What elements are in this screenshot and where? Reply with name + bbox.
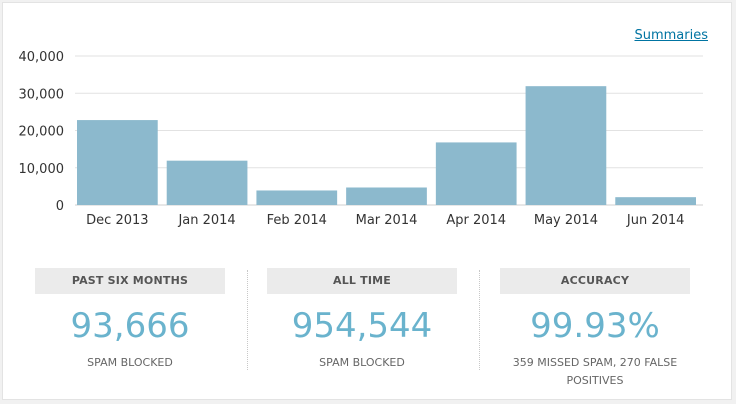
x-tick-label: Mar 2014 — [356, 213, 418, 228]
bar — [525, 86, 607, 205]
x-tick-label: May 2014 — [534, 213, 598, 228]
x-tick-label: Feb 2014 — [267, 213, 327, 228]
y-tick-label: 20,000 — [19, 125, 65, 140]
stat-all-time: ALL TIME 954,544 SPAM BLOCKED — [267, 268, 457, 372]
stat-value: 99.93% — [530, 306, 660, 346]
bar — [166, 160, 248, 205]
x-tick-label: Apr 2014 — [446, 213, 506, 228]
stat-divider — [479, 270, 480, 370]
stat-label: PAST SIX MONTHS — [35, 268, 225, 294]
stat-label: ALL TIME — [267, 268, 457, 294]
stat-accuracy: ACCURACY 99.93% 359 MISSED SPAM, 270 FAL… — [500, 268, 690, 390]
stat-caption: SPAM BLOCKED — [87, 356, 173, 369]
stat-value: 954,544 — [291, 306, 433, 346]
bar — [615, 197, 696, 205]
y-tick-label: 40,000 — [19, 50, 65, 65]
stat-value: 93,666 — [70, 306, 190, 346]
bar — [346, 187, 427, 205]
y-tick-label: 30,000 — [19, 87, 65, 102]
stat-label: ACCURACY — [500, 268, 690, 294]
stat-past-six-months: PAST SIX MONTHS 93,666 SPAM BLOCKED — [35, 268, 225, 372]
summaries-link[interactable]: Summaries — [634, 28, 708, 43]
bar — [256, 190, 338, 205]
stat-caption: 359 MISSED SPAM, 270 FALSE POSITIVES — [512, 356, 678, 387]
stat-divider — [247, 270, 248, 370]
x-tick-label: Jun 2014 — [626, 213, 685, 228]
y-tick-label: 0 — [56, 199, 64, 214]
spam-bar-chart: 0 10,000 20,000 30,000 40,000 Dec 2013 Jan 201… — [19, 50, 703, 228]
y-tick-label: 10,000 — [19, 162, 65, 177]
bar — [435, 142, 517, 205]
x-tick-label: Jan 2014 — [177, 213, 235, 228]
x-tick-label: Dec 2013 — [86, 213, 148, 228]
bar — [77, 120, 158, 205]
stat-caption: SPAM BLOCKED — [319, 356, 405, 369]
